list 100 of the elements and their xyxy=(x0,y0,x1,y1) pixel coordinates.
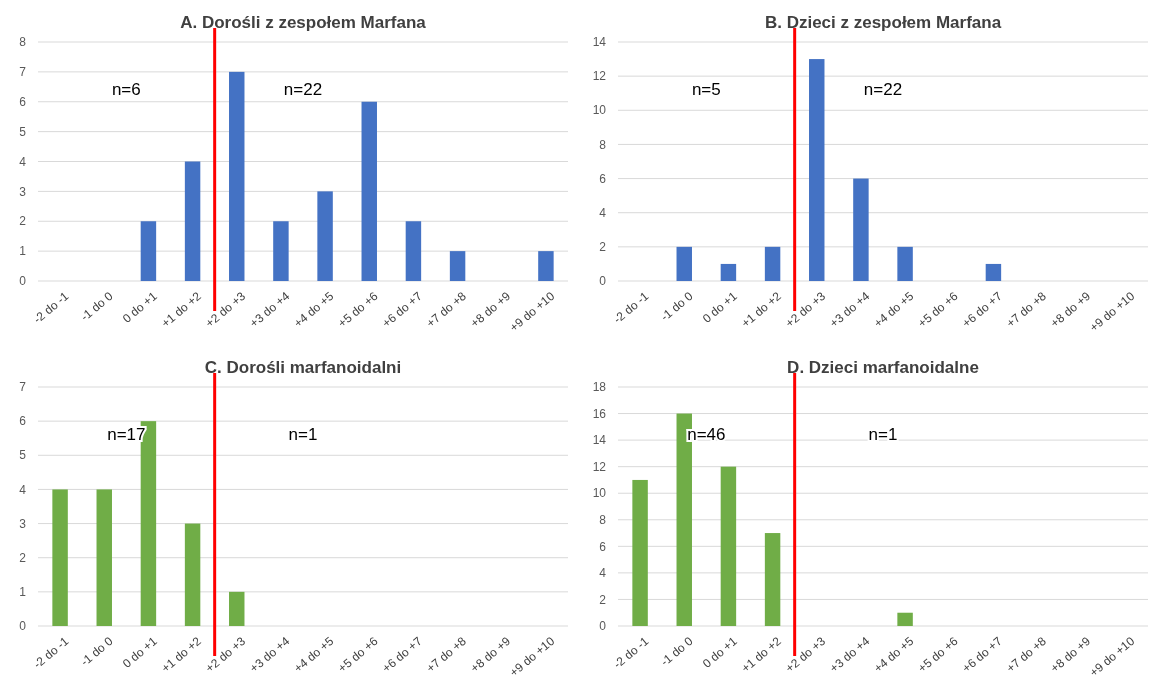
bar xyxy=(853,178,869,281)
y-tick-label: 4 xyxy=(19,482,27,497)
y-tick-label: 1 xyxy=(19,244,27,259)
annotation: n=6 xyxy=(111,79,141,99)
x-tick-label: 0 do +1 xyxy=(119,288,160,326)
x-tick-label: +6 do +7 xyxy=(379,288,425,331)
x-tick-label: -2 do -1 xyxy=(30,633,72,672)
x-tick-label: +2 do +3 xyxy=(202,288,249,331)
annotation: n=5 xyxy=(691,79,721,99)
bar xyxy=(720,263,737,281)
y-tick-label: 6 xyxy=(599,171,607,186)
x-tick-label: +4 do +5 xyxy=(871,288,917,331)
x-tick-label: +7 do +8 xyxy=(1003,633,1050,676)
bar xyxy=(361,101,377,281)
x-tick-label: +1 do +2 xyxy=(738,288,785,331)
y-tick-label: 6 xyxy=(19,94,27,109)
y-tick-label: 7 xyxy=(19,380,27,395)
annotation: n=22 xyxy=(283,79,323,99)
chart-title: D. Dzieci marfanoidalne xyxy=(787,358,979,377)
bar xyxy=(184,161,201,281)
y-tick-label: 2 xyxy=(599,592,607,607)
y-tick-label: 6 xyxy=(19,414,27,429)
y-tick-label: 12 xyxy=(592,459,607,474)
x-tick-label: -1 do 0 xyxy=(77,288,116,324)
x-tick-label: -1 do 0 xyxy=(77,633,116,669)
y-tick-label: 6 xyxy=(599,539,607,554)
x-tick-label: +6 do +7 xyxy=(959,288,1005,331)
chart-title: A. Dorośli z zespołem Marfana xyxy=(180,13,427,32)
y-tick-label: 7 xyxy=(19,65,27,80)
bar xyxy=(184,523,201,626)
y-tick-label: 2 xyxy=(19,214,27,229)
y-tick-label: 10 xyxy=(592,103,607,118)
y-tick-label: 4 xyxy=(599,566,607,581)
y-tick-label: 10 xyxy=(592,486,607,501)
y-tick-label: 1 xyxy=(19,585,27,600)
x-tick-label: +4 do +5 xyxy=(871,633,917,676)
x-tick-label: 0 do +1 xyxy=(699,288,740,326)
annotation: n=1 xyxy=(868,424,898,444)
x-tick-label: +6 do +7 xyxy=(379,633,425,676)
x-tick-label: +7 do +8 xyxy=(1003,288,1050,331)
x-tick-label: +1 do +2 xyxy=(738,633,785,676)
x-tick-label: +3 do +4 xyxy=(246,288,293,331)
bar xyxy=(405,221,422,281)
x-tick-label: +7 do +8 xyxy=(423,288,470,331)
x-tick-label: -2 do -1 xyxy=(610,288,652,327)
y-tick-label: 3 xyxy=(19,516,27,531)
x-tick-label: +6 do +7 xyxy=(959,633,1005,676)
x-tick-label: +4 do +5 xyxy=(291,288,337,331)
bar xyxy=(897,246,913,281)
bar xyxy=(764,246,781,281)
y-tick-label: 0 xyxy=(19,619,27,634)
bar xyxy=(809,59,825,281)
x-tick-label: +7 do +8 xyxy=(423,633,470,676)
x-tick-label: +2 do +3 xyxy=(782,288,829,331)
x-tick-label: +2 do +3 xyxy=(782,633,829,676)
bar xyxy=(52,489,68,626)
x-tick-label: +5 do +6 xyxy=(915,633,961,676)
y-tick-label: 16 xyxy=(592,406,607,421)
x-tick-label: -1 do 0 xyxy=(657,633,696,669)
x-tick-label: +2 do +3 xyxy=(202,633,249,676)
bar xyxy=(897,612,913,626)
y-tick-label: 8 xyxy=(599,512,607,527)
y-tick-label: 8 xyxy=(19,35,27,50)
x-tick-label: -1 do 0 xyxy=(657,288,696,324)
bar xyxy=(985,263,1002,281)
bar xyxy=(317,191,333,281)
x-tick-label: +1 do +2 xyxy=(158,633,205,676)
y-tick-label: 0 xyxy=(599,619,607,634)
bar xyxy=(140,221,157,281)
x-tick-label: +5 do +6 xyxy=(335,633,381,676)
y-tick-label: 5 xyxy=(19,124,27,139)
y-tick-label: 18 xyxy=(592,380,607,395)
bar xyxy=(676,246,692,281)
y-tick-label: 2 xyxy=(599,240,607,255)
y-tick-label: 0 xyxy=(599,274,607,289)
x-tick-label: +3 do +4 xyxy=(826,633,873,676)
bar xyxy=(720,466,737,626)
bar xyxy=(538,251,554,281)
x-tick-label: 0 do +1 xyxy=(699,633,740,671)
y-tick-label: 12 xyxy=(592,69,607,84)
chart-title: B. Dzieci z zespołem Marfana xyxy=(764,13,1002,32)
y-tick-label: 4 xyxy=(19,154,27,169)
y-tick-label: 5 xyxy=(19,448,27,463)
bar xyxy=(229,591,245,626)
x-tick-label: +4 do +5 xyxy=(291,633,337,676)
y-tick-label: 0 xyxy=(19,274,27,289)
x-tick-label: +1 do +2 xyxy=(158,288,205,331)
bar xyxy=(229,71,245,281)
bar xyxy=(764,533,781,626)
annotation: n=22 xyxy=(863,79,903,99)
y-tick-label: 4 xyxy=(599,205,607,220)
bar xyxy=(96,489,112,626)
x-tick-label: 0 do +1 xyxy=(119,633,160,671)
bar xyxy=(273,221,289,281)
chart-title: C. Dorośli marfanoidalni xyxy=(204,358,402,377)
x-tick-label: +3 do +4 xyxy=(826,288,873,331)
bar xyxy=(632,479,648,626)
y-tick-label: 8 xyxy=(599,137,607,152)
x-tick-label: -2 do -1 xyxy=(30,288,72,327)
bar xyxy=(449,251,466,281)
